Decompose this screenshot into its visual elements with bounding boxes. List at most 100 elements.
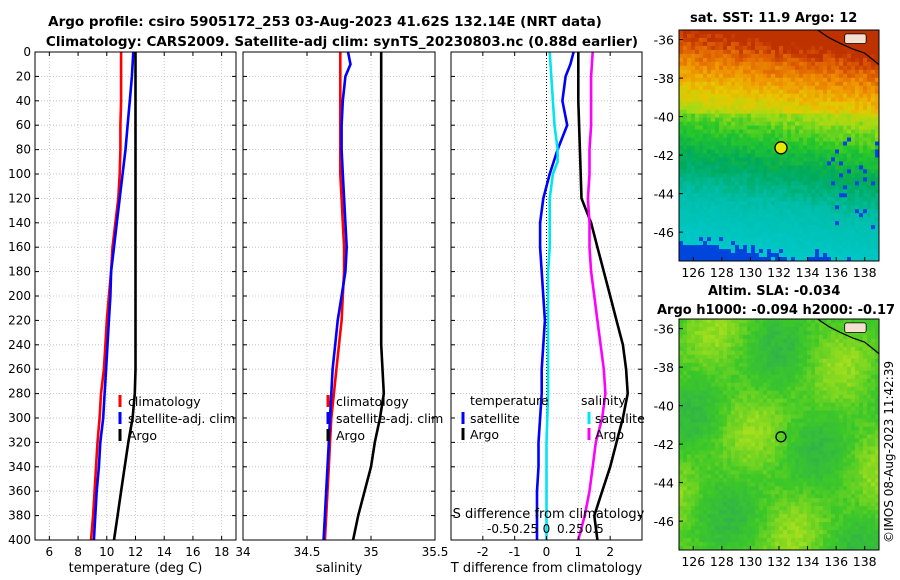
map-cell [791, 217, 796, 222]
map-cell [791, 121, 796, 126]
map-cell [843, 229, 848, 234]
map-cell [839, 149, 844, 154]
map-cell [767, 89, 772, 95]
map-cell [703, 406, 708, 411]
map-cell [699, 217, 704, 222]
map-cell [791, 133, 796, 138]
map-cell [751, 422, 756, 427]
map-cell [735, 101, 740, 107]
map-cell [867, 105, 872, 111]
map-cell [831, 193, 836, 198]
map-cell [743, 414, 748, 419]
map-cell [875, 205, 880, 210]
map-cell [683, 169, 688, 174]
map-cell [871, 185, 876, 190]
map-cell [703, 382, 708, 388]
map-cell [875, 89, 880, 95]
map-cell [767, 438, 772, 443]
map-cell [875, 386, 880, 392]
map-cell [827, 378, 832, 384]
map-cell [699, 330, 704, 336]
map-cell [711, 125, 716, 130]
map-cell [683, 374, 688, 380]
map-cell [687, 161, 692, 166]
map-cell [875, 149, 880, 154]
map-cell [703, 41, 708, 47]
map-cell [763, 137, 768, 142]
map-cell [819, 57, 824, 63]
map-cell [859, 217, 864, 222]
map-cell [815, 113, 820, 119]
map-cell [719, 249, 724, 254]
map-cell [731, 157, 736, 162]
map-cell [811, 237, 816, 242]
map-cell [799, 69, 804, 75]
map-cell [731, 93, 736, 99]
map-cell [743, 430, 748, 435]
map-cell [763, 205, 768, 210]
map-cell [703, 213, 708, 218]
map-cell [755, 225, 760, 230]
map-cell [823, 105, 828, 111]
map-cell [743, 362, 748, 368]
map-cell [811, 109, 816, 115]
map-cell [731, 153, 736, 158]
map-cell [843, 137, 848, 142]
map-cell [695, 322, 700, 328]
map-cell [771, 69, 776, 75]
map-cell [735, 342, 740, 348]
map-cell [679, 406, 684, 411]
map-cell [819, 382, 824, 388]
map-cell [711, 406, 716, 411]
map-cell [687, 93, 692, 99]
map-cell [679, 145, 684, 150]
map-cell [783, 370, 788, 376]
map-cell [735, 209, 740, 214]
y-tick-label: 160 [8, 240, 31, 254]
map-cell [771, 117, 776, 122]
map-cell [875, 326, 880, 332]
map-cell [859, 121, 864, 126]
map-cell [791, 81, 796, 87]
map-cell [779, 233, 784, 238]
map-cell [731, 149, 736, 154]
map-cell [787, 386, 792, 392]
map-cell [707, 350, 712, 356]
map-cell [863, 386, 868, 392]
map-cell [815, 249, 820, 254]
map-cell [771, 213, 776, 218]
map-cell [831, 149, 836, 154]
map-cell [715, 454, 720, 459]
map-cell [799, 209, 804, 214]
y-tick-label: 200 [8, 289, 31, 303]
map-cell [799, 378, 804, 384]
map-cell [719, 426, 724, 431]
map-cell [735, 350, 740, 356]
map-cell [703, 350, 708, 356]
map-cell [695, 426, 700, 431]
map-cell [871, 65, 876, 71]
map-cell [875, 197, 880, 202]
map-cell [751, 49, 756, 55]
map-cell [819, 69, 824, 75]
map-cell [695, 217, 700, 222]
map-cell [819, 133, 824, 138]
map-cell [683, 105, 688, 111]
map-cell [867, 33, 872, 39]
map-cell [819, 93, 824, 99]
map-cell [843, 350, 848, 356]
map-cell [859, 414, 864, 419]
map-cell [723, 53, 728, 59]
map-cell [787, 414, 792, 419]
map-cell [719, 241, 724, 246]
map-cell [703, 354, 708, 360]
map-cell [827, 450, 832, 455]
map-cell [763, 402, 768, 408]
map-cell [739, 189, 744, 194]
map-cell [803, 394, 808, 400]
map-cell [679, 454, 684, 459]
map-cell [847, 165, 852, 170]
map-cell [823, 253, 828, 258]
map-cell [691, 319, 696, 324]
map-cell [819, 438, 824, 443]
